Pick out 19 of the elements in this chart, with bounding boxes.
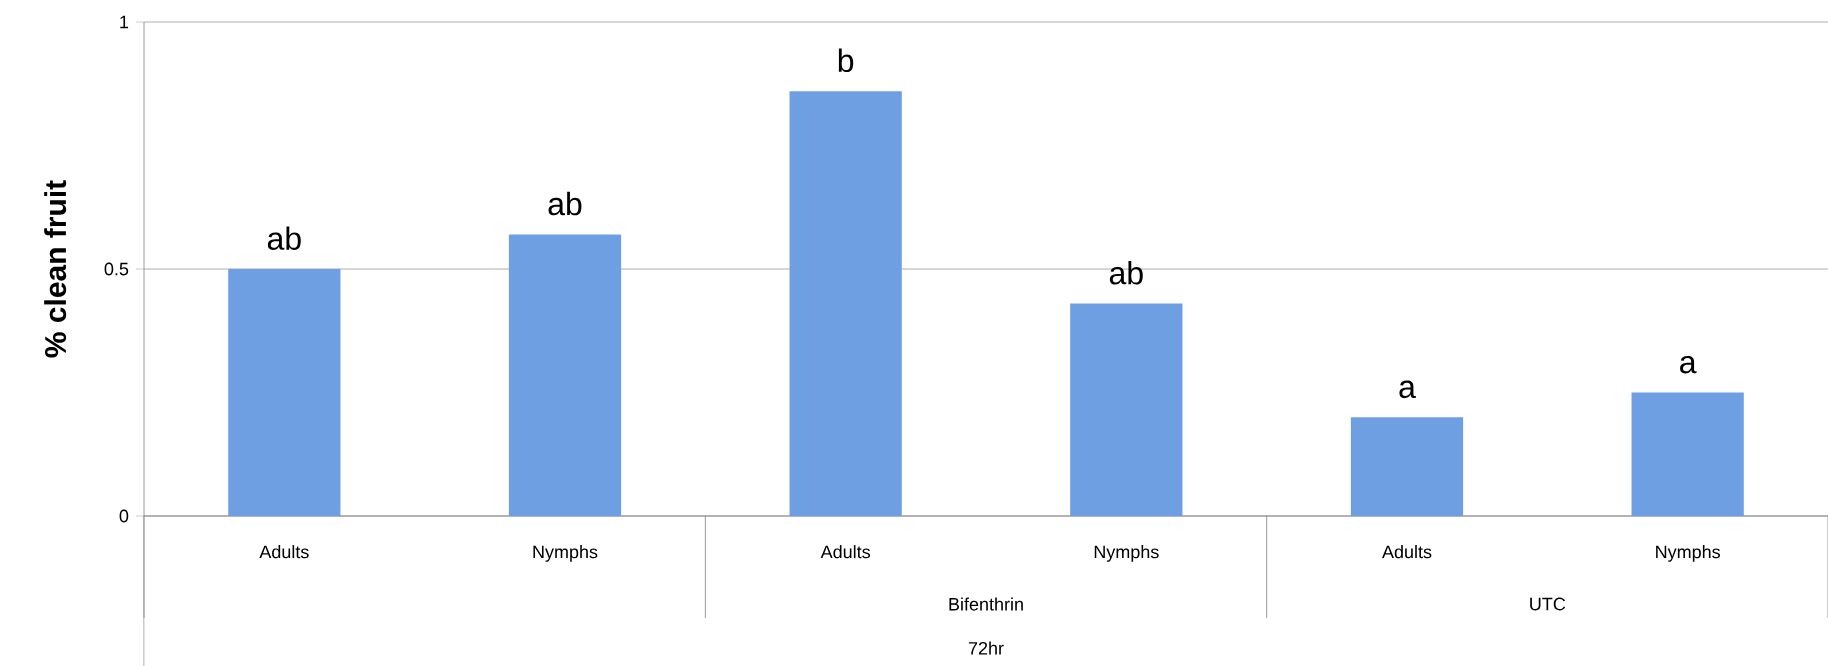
y-axis-title: % clean fruit [44,180,67,358]
text: 72hr [968,641,1004,655]
x-tick-label: Adults [259,545,309,559]
x-tick-label: Nymphs [1094,545,1159,562]
data-label: b [838,48,854,73]
x-tick-label: Nymphs [533,545,598,562]
text: UTC [1530,597,1566,611]
text: Bifenthrin [949,597,1023,611]
y-tick-label: 1 [120,15,129,29]
data-label: ab [548,191,582,216]
y-tick-label: 0 [119,509,129,523]
data-label: ab [1109,261,1143,285]
x-tick-label: Nymphs [1656,545,1720,562]
data-label: ab [267,226,301,250]
x-tick-label: Adults [820,545,871,559]
y-tick-label: 0.5 [104,262,129,276]
x-tick-label: Adults [1382,545,1432,559]
data-label: a [1399,380,1416,399]
data-label: a [1680,355,1697,374]
